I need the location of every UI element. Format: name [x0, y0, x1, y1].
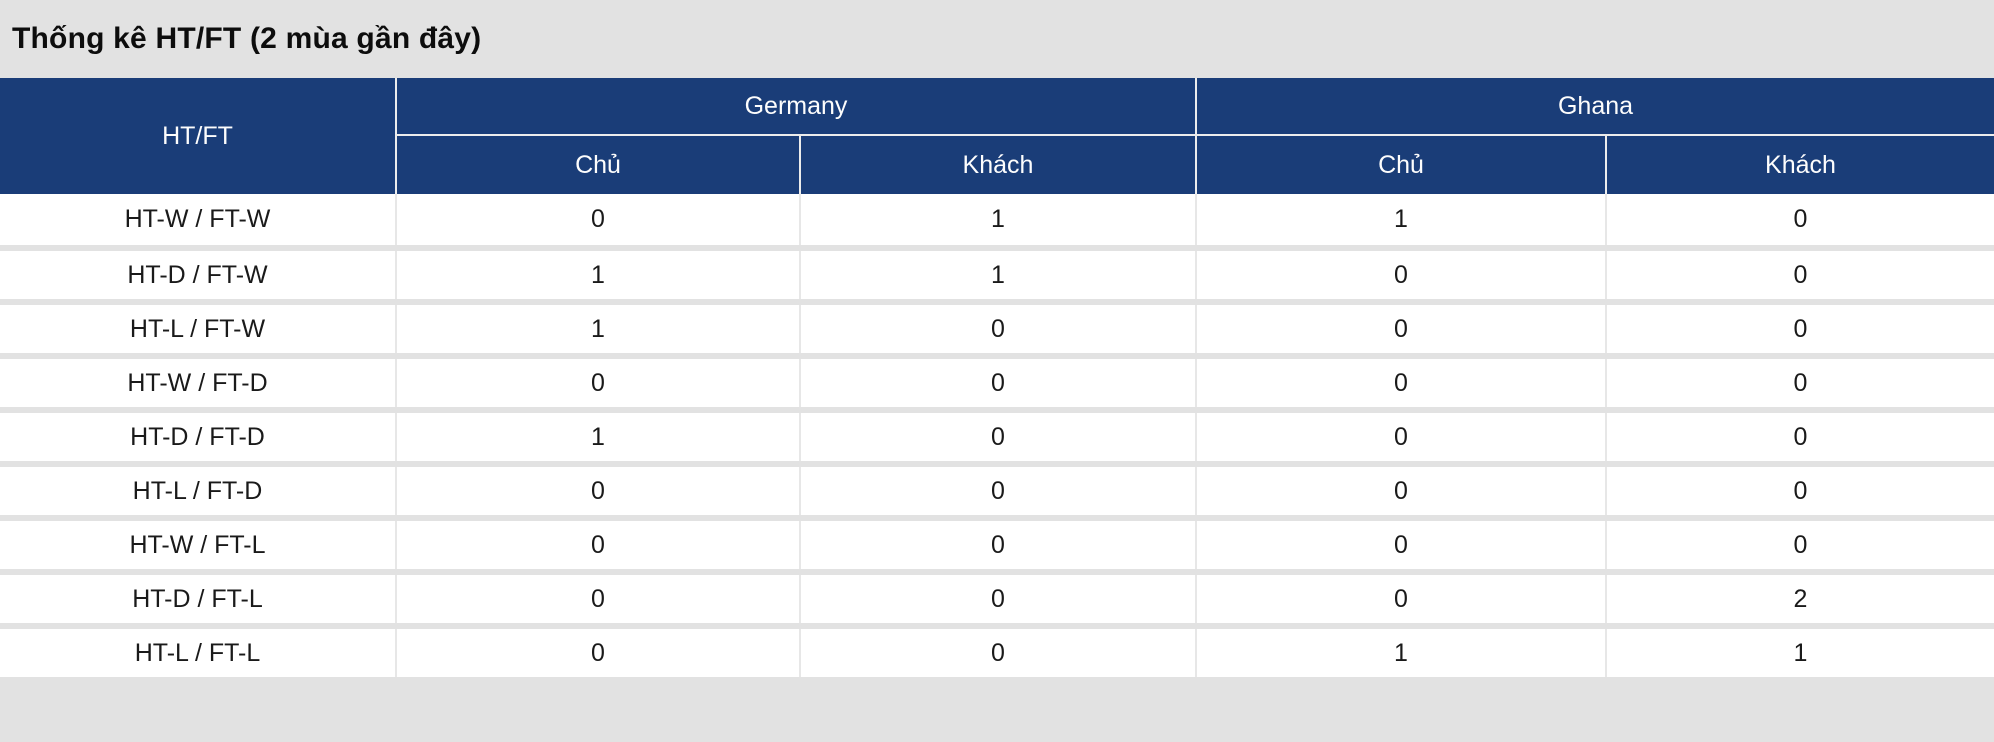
stat-cell: 0	[1605, 518, 1994, 575]
stat-cell: 0	[1195, 464, 1606, 521]
stat-cell: 1	[1195, 626, 1606, 683]
row-label: HT-L / FT-L	[0, 626, 396, 683]
table-row: HT-L / FT-D 0 0 0 0	[0, 464, 1994, 521]
table-row: HT-W / FT-W 0 1 1 0	[0, 194, 1994, 251]
stat-cell: 0	[1195, 410, 1606, 467]
col-header-htft: HT/FT	[0, 78, 396, 194]
stat-cell: 0	[395, 356, 800, 413]
stat-cell: 0	[395, 518, 800, 575]
stat-cell: 0	[395, 194, 800, 251]
stat-cell: 0	[1605, 356, 1994, 413]
table-row: HT-D / FT-L 0 0 0 2	[0, 572, 1994, 629]
stat-cell: 0	[1605, 464, 1994, 521]
row-label: HT-L / FT-W	[0, 302, 396, 359]
row-label: HT-D / FT-D	[0, 410, 396, 467]
htft-stats-table: HT/FT Germany Ghana Chủ Khách Chủ Khách …	[0, 78, 1994, 683]
section-title: Thống kê HT/FT (2 mùa gần đây)	[12, 22, 482, 55]
col-header-ghana-away: Khách	[1605, 134, 1994, 194]
row-label: HT-W / FT-L	[0, 518, 396, 575]
row-label: HT-L / FT-D	[0, 464, 396, 521]
stat-cell: 1	[395, 248, 800, 305]
stat-cell: 0	[1605, 302, 1994, 359]
table-row: HT-L / FT-L 0 0 1 1	[0, 626, 1994, 683]
stat-cell: 1	[799, 248, 1196, 305]
table-row: HT-W / FT-D 0 0 0 0	[0, 356, 1994, 413]
table-row: HT-W / FT-L 0 0 0 0	[0, 518, 1994, 575]
stat-cell: 0	[799, 302, 1196, 359]
stat-cell: 0	[799, 356, 1196, 413]
row-label: HT-D / FT-L	[0, 572, 396, 629]
col-header-team-ghana: Ghana	[1195, 78, 1994, 135]
col-header-team-germany: Germany	[395, 78, 1196, 135]
stat-cell: 0	[1605, 410, 1994, 467]
stat-cell: 0	[799, 410, 1196, 467]
stat-cell: 0	[1605, 194, 1994, 251]
table-row: HT-D / FT-D 1 0 0 0	[0, 410, 1994, 467]
stat-cell: 0	[1195, 248, 1606, 305]
stat-cell: 0	[799, 464, 1196, 521]
stat-cell: 0	[1195, 518, 1606, 575]
row-label: HT-W / FT-W	[0, 194, 396, 251]
stat-cell: 0	[395, 464, 800, 521]
section-title-bar: Thống kê HT/FT (2 mùa gần đây)	[0, 0, 1994, 78]
stat-cell: 1	[395, 410, 800, 467]
stat-cell: 0	[1605, 248, 1994, 305]
stat-cell: 2	[1605, 572, 1994, 629]
table-header: HT/FT Germany Ghana Chủ Khách Chủ Khách	[0, 78, 1994, 194]
table-row: HT-L / FT-W 1 0 0 0	[0, 302, 1994, 359]
stat-cell: 1	[1195, 194, 1606, 251]
team-header-row: HT/FT Germany Ghana	[0, 78, 1994, 194]
stat-cell: 0	[799, 626, 1196, 683]
stat-cell: 0	[799, 518, 1196, 575]
stat-cell: 1	[1605, 626, 1994, 683]
col-header-germany-away: Khách	[799, 134, 1196, 194]
stat-cell: 1	[395, 302, 800, 359]
table-row: HT-D / FT-W 1 1 0 0	[0, 248, 1994, 305]
table-body: HT-W / FT-W 0 1 1 0 HT-D / FT-W 1 1 0 0 …	[0, 194, 1994, 683]
stat-cell: 1	[799, 194, 1196, 251]
row-label: HT-W / FT-D	[0, 356, 396, 413]
stat-cell: 0	[1195, 356, 1606, 413]
venue-header-row: Chủ Khách Chủ Khách	[0, 134, 1994, 194]
col-header-ghana-home: Chủ	[1195, 134, 1606, 194]
stat-cell: 0	[395, 626, 800, 683]
row-label: HT-D / FT-W	[0, 248, 396, 305]
stat-cell: 0	[799, 572, 1196, 629]
stat-cell: 0	[1195, 572, 1606, 629]
col-header-germany-home: Chủ	[395, 134, 800, 194]
stat-cell: 0	[1195, 302, 1606, 359]
stat-cell: 0	[395, 572, 800, 629]
